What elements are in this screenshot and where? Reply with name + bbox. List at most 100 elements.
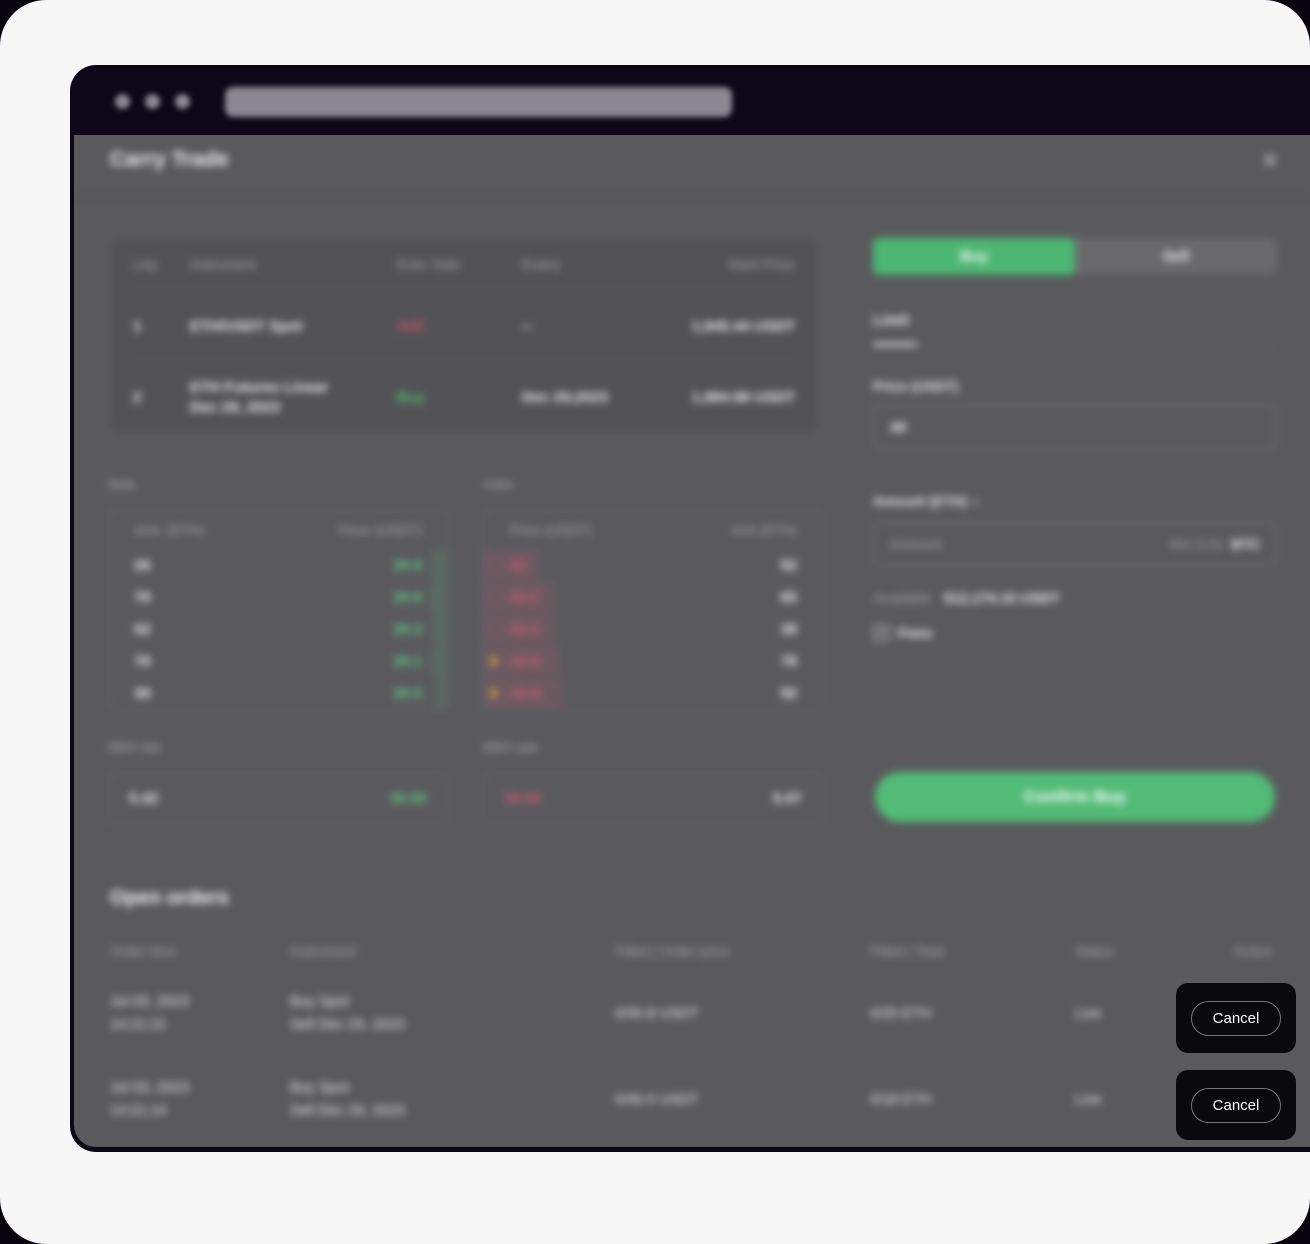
col-expiry: Expiry	[522, 255, 561, 272]
fees-link[interactable]: Fees	[873, 625, 932, 642]
depth-bar	[484, 614, 554, 644]
window-control-dot[interactable]	[115, 94, 130, 109]
ask-level[interactable]: 40.5 78	[484, 645, 822, 677]
leg-instrument: ETH/USDT Spot	[190, 317, 303, 335]
order-time: Jul 03, 2023 14:21:14	[110, 1077, 290, 1123]
bid-level[interactable]: 78 39.8	[109, 581, 447, 613]
order-instrument-line2: Sell Dec 29, 2023	[290, 1017, 405, 1033]
bid-level[interactable]: 39 38.5	[109, 677, 447, 709]
address-bar[interactable]	[225, 87, 732, 117]
order-instrument-line2: Sell Dec 29, 2023	[290, 1103, 405, 1119]
col-filled-order-price: Filled | Order price	[615, 943, 730, 959]
cancel-button[interactable]: Cancel	[1190, 1087, 1282, 1123]
cancel-button[interactable]: Cancel	[1190, 1000, 1282, 1036]
browser-window: Carry Trade Leg Instrument Exec Side Exp…	[70, 65, 1310, 1152]
status-badge: Live	[1075, 1092, 1102, 1108]
leg-row-2: 2 ETH Futures Linear Dec 29, 2023 Buy De…	[133, 363, 795, 432]
leg-expiry: Dec 29,2023	[522, 389, 608, 406]
ask-price: 40.3	[509, 620, 539, 638]
available-value: 512,174.10 USDT	[943, 591, 1060, 607]
cancel-spotlight-1: Cancel	[1176, 983, 1296, 1053]
depth-bar	[484, 550, 539, 580]
bid-amount: 52	[134, 620, 151, 638]
depth-bar	[435, 678, 447, 708]
carry-trade-modal: Carry Trade Leg Instrument Exec Side Exp…	[74, 135, 1310, 1147]
legs-table-header: Leg Instrument Exec Side Expiry Mark Pri…	[133, 238, 795, 290]
divider	[110, 1063, 1273, 1064]
fees-label: Fees	[898, 625, 933, 642]
order-filled-total: 0/25 ETH	[870, 1006, 932, 1022]
amount-input[interactable]	[890, 535, 1170, 553]
leg-number: 2	[133, 389, 142, 406]
col-leg: Leg	[133, 255, 157, 272]
asks-book: Price (USDT) Amt (ETH) 40 52 40.2 65	[483, 510, 823, 710]
tab-divider	[873, 345, 1277, 346]
asks-label: Asks	[483, 476, 514, 492]
order-row: Jul 03, 2023 14:21:21 Buy Spot Sell Dec …	[74, 991, 1310, 1037]
window-control-dot[interactable]	[175, 94, 190, 109]
leg-expiry: --	[522, 317, 532, 335]
min-amount-hint: Min 0.01	[1169, 536, 1224, 552]
ask-amount: 50	[780, 684, 797, 702]
bbo-ask-price: 39.55	[504, 789, 542, 807]
open-orders-title: Open orders	[110, 887, 229, 909]
col-exec-side: Exec Side	[397, 255, 461, 272]
bid-level[interactable]: 26 39.9	[109, 549, 447, 581]
order-instrument: Buy Spot Sell Dec 29, 2023	[290, 1077, 615, 1123]
active-tab-indicator	[873, 343, 917, 346]
ask-price: 40	[509, 556, 526, 574]
buy-tab[interactable]: Buy	[873, 238, 1075, 275]
order-filled-price: 0/40.8 USDT	[615, 1006, 699, 1022]
bid-level[interactable]: 78 39.1	[109, 645, 447, 677]
bid-amount: 78	[134, 588, 151, 606]
fees-icon	[873, 625, 890, 642]
leg-number: 1	[133, 317, 142, 335]
leg-instrument: ETH Futures Linear Dec 29, 2023	[190, 378, 397, 418]
asks-header: Price (USDT) Amt (ETH)	[484, 511, 822, 549]
order-clock: 14:21:14	[110, 1103, 167, 1119]
bid-amount: 26	[134, 556, 151, 574]
confirm-buy-button[interactable]: Confirm Buy	[875, 772, 1275, 822]
order-filled-total: 0/18 ETH	[870, 1092, 932, 1108]
order-date: Jul 03, 2023	[110, 1080, 190, 1096]
depth-bar	[431, 550, 447, 580]
limit-tab[interactable]: Limit	[873, 312, 909, 329]
col-instrument: Instrument	[290, 943, 357, 959]
status-badge: Live	[1075, 1006, 1102, 1022]
side-toggle: Buy Sell	[873, 238, 1277, 275]
leg-exec-side: Sell	[397, 317, 424, 335]
bids-amt-header: Amt. (ETH)	[134, 522, 204, 538]
bids-header: Amt. (ETH) Price (USDT)	[109, 511, 447, 549]
sell-tab[interactable]: Sell	[1162, 248, 1190, 265]
depth-bar	[484, 582, 554, 612]
divider	[110, 980, 1273, 981]
price-input[interactable]	[890, 418, 1260, 436]
bbo-bid-box: 5.42 39.50	[108, 772, 448, 824]
ask-level[interactable]: 40 52	[484, 549, 822, 581]
bid-amount: 78	[134, 652, 151, 670]
ask-level[interactable]: 40.3 39	[484, 613, 822, 645]
bid-level[interactable]: 52 39.3	[109, 613, 447, 645]
col-instrument: Instrument	[190, 255, 257, 272]
bids-book: Amt. (ETH) Price (USDT) 26 39.9 78 39.8	[108, 510, 448, 710]
browser-titlebar	[70, 65, 1310, 135]
ask-level[interactable]: 40.2 65	[484, 581, 822, 613]
available-label: Available	[873, 591, 932, 607]
bid-price: 39.9	[392, 556, 422, 574]
chevron-down-icon[interactable]: ▾	[973, 497, 979, 509]
ask-price: 40.8	[511, 684, 541, 702]
asks-amt-header: Amt (ETH)	[730, 522, 797, 538]
order-marker-icon	[491, 688, 499, 698]
legs-table: Leg Instrument Exec Side Expiry Mark Pri…	[108, 237, 820, 433]
bids-price-header: Price (USDT)	[338, 522, 422, 538]
close-icon[interactable]: ✕	[1261, 149, 1279, 173]
leg-exec-side: Buy	[397, 389, 426, 406]
col-filled-total: Filled | Total	[870, 943, 945, 959]
ask-amount: 39	[780, 620, 797, 638]
cancel-spotlight-2: Cancel	[1176, 1070, 1296, 1140]
window-control-dot[interactable]	[145, 94, 160, 109]
amount-label[interactable]: Amount (ETH) ▾	[873, 493, 979, 509]
bid-price: 39.8	[392, 588, 422, 606]
ask-level[interactable]: 40.8 50	[484, 677, 822, 709]
